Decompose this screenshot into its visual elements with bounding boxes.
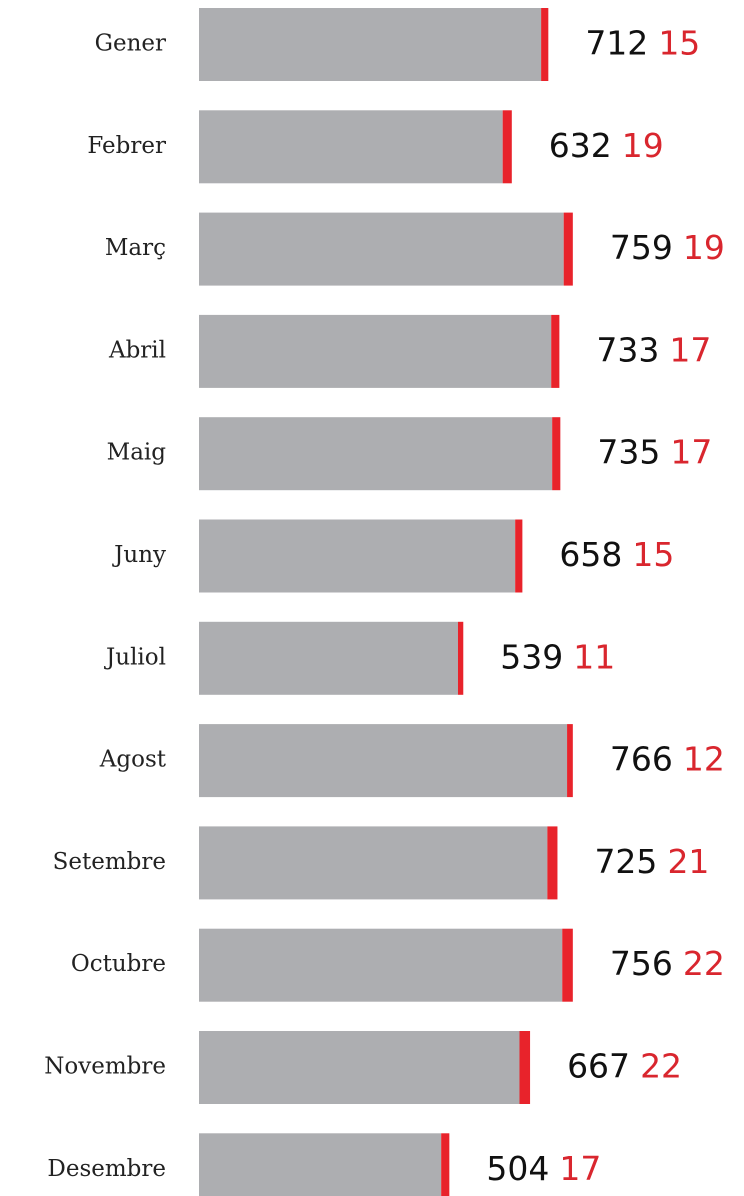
bar-segment — [199, 314, 552, 388]
bar-segment — [199, 1133, 442, 1196]
value-text: 539 — [500, 637, 563, 676]
value-label: 539 11 — [500, 637, 615, 676]
value-label: 733 17 — [596, 330, 711, 369]
category-label: Octubre — [71, 951, 166, 977]
bar-segment — [199, 110, 503, 184]
value-text: 15 — [658, 23, 700, 62]
value-text: 17 — [670, 432, 712, 471]
value-label: 712 15 — [585, 23, 700, 62]
value-text: 22 — [683, 944, 725, 983]
bar-segment — [441, 1133, 450, 1196]
bar-segment — [199, 212, 564, 286]
value-text: 632 — [549, 125, 612, 164]
value-text: 19 — [683, 228, 725, 267]
value-text: 12 — [683, 739, 725, 778]
bar-segment — [519, 1031, 531, 1104]
bar-segment — [502, 110, 512, 184]
bar-segment — [515, 519, 523, 593]
value-text: 735 — [597, 432, 660, 471]
category-label: Maig — [107, 440, 167, 466]
value-text: 21 — [667, 841, 709, 880]
category-label: Setembre — [53, 849, 166, 875]
value-label: 766 12 — [610, 739, 725, 778]
bar-segment — [199, 417, 553, 491]
category-label: Juny — [112, 542, 166, 568]
value-text: 725 — [594, 841, 657, 880]
value-text: 22 — [640, 1046, 682, 1085]
value-text: 504 — [486, 1148, 549, 1187]
bar-segment — [567, 724, 573, 798]
value-label: 756 22 — [610, 944, 725, 983]
category-label: Novembre — [44, 1054, 166, 1080]
category-label: Abril — [108, 337, 166, 363]
bar-segment — [199, 1031, 520, 1104]
value-label: 632 19 — [549, 125, 664, 164]
bar-segment — [199, 826, 548, 900]
value-text: 733 — [596, 330, 659, 369]
bar-segment — [199, 8, 542, 81]
bar-segment — [563, 212, 573, 286]
category-label: Gener — [95, 31, 166, 57]
value-text: 17 — [559, 1148, 601, 1187]
bar-segment — [199, 519, 516, 593]
value-label: 667 22 — [567, 1046, 682, 1085]
value-text: 658 — [559, 535, 622, 574]
value-text: 17 — [669, 330, 711, 369]
value-label: 504 17 — [486, 1148, 601, 1187]
bar-segment — [199, 928, 563, 1002]
value-text: 667 — [567, 1046, 630, 1085]
value-text: 712 — [585, 23, 648, 62]
value-text: 759 — [610, 228, 673, 267]
value-text: 11 — [573, 637, 615, 676]
category-label: Febrer — [87, 133, 166, 159]
category-label: Agost — [99, 747, 167, 773]
bar-segment — [541, 8, 549, 81]
value-text: 19 — [622, 125, 664, 164]
bar-segment — [562, 928, 573, 1002]
value-text: 15 — [632, 535, 674, 574]
value-label: 735 17 — [597, 432, 712, 471]
category-label: Juliol — [104, 644, 166, 670]
value-label: 759 19 — [610, 228, 725, 267]
bar-segment — [551, 314, 560, 388]
bar-segment — [552, 417, 561, 491]
bar-segment — [547, 826, 558, 900]
value-label: 725 21 — [594, 841, 709, 880]
category-label: Desembre — [47, 1156, 166, 1182]
bar-segment — [457, 621, 464, 695]
value-text: 756 — [610, 944, 673, 983]
value-label: 658 15 — [559, 535, 674, 574]
category-label: Març — [105, 235, 166, 261]
value-text: 766 — [610, 739, 673, 778]
bar-segment — [199, 724, 568, 798]
bar-segment — [199, 621, 458, 695]
